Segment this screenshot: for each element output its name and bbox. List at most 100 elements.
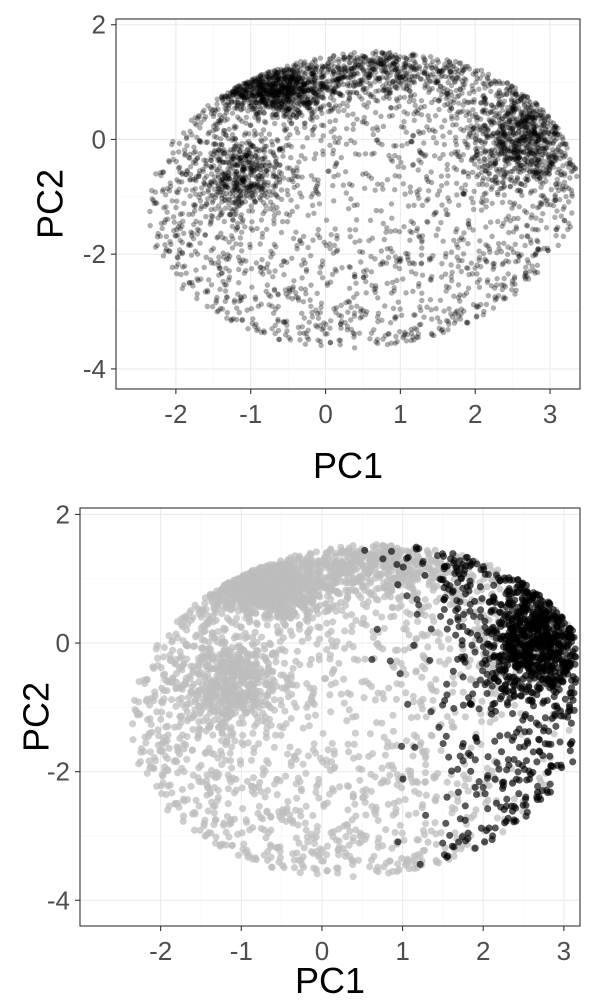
data-point xyxy=(476,86,482,92)
data-point xyxy=(374,98,381,104)
data-point xyxy=(299,323,306,330)
data-point xyxy=(439,72,446,79)
data-point xyxy=(328,62,335,68)
data-point xyxy=(440,133,446,139)
data-point xyxy=(252,105,258,111)
data-point xyxy=(233,141,240,148)
data-point xyxy=(222,184,229,190)
data-point xyxy=(500,240,507,247)
data-point xyxy=(445,195,451,201)
data-point xyxy=(396,103,402,110)
data-point xyxy=(552,197,559,203)
data-point xyxy=(229,110,236,116)
data-point xyxy=(546,154,553,161)
data-point xyxy=(270,91,276,98)
data-point xyxy=(299,275,305,281)
data-point xyxy=(164,209,170,215)
data-point xyxy=(340,182,347,188)
data-point xyxy=(257,194,263,201)
data-point xyxy=(203,213,209,220)
data-point xyxy=(189,230,196,236)
data-point xyxy=(181,147,188,153)
data-point xyxy=(229,88,236,95)
data-point xyxy=(463,319,470,326)
data-point xyxy=(242,94,249,100)
data-point xyxy=(551,197,558,204)
data-point xyxy=(506,118,513,125)
data-point xyxy=(335,69,341,76)
data-point xyxy=(552,192,559,198)
data-point xyxy=(222,288,229,294)
data-point xyxy=(374,181,381,187)
data-point xyxy=(499,128,506,134)
data-point xyxy=(502,140,509,147)
data-point xyxy=(407,237,413,243)
data-point xyxy=(387,49,393,56)
data-point xyxy=(171,219,177,225)
data-point xyxy=(294,79,301,85)
data-point xyxy=(384,280,391,287)
data-point xyxy=(239,177,246,184)
data-point xyxy=(461,292,467,299)
data-point xyxy=(336,337,342,344)
data-point xyxy=(263,202,269,209)
data-point xyxy=(436,70,442,76)
data-point xyxy=(453,166,460,173)
data-point xyxy=(411,202,417,209)
data-point xyxy=(286,334,292,341)
data-point xyxy=(367,335,373,342)
data-point xyxy=(436,106,442,113)
data-point xyxy=(483,133,490,139)
data-point xyxy=(147,208,153,215)
data-point xyxy=(277,91,284,98)
data-point xyxy=(234,220,241,227)
data-point xyxy=(487,160,494,166)
data-point xyxy=(419,202,426,209)
data-point xyxy=(515,105,522,111)
data-point xyxy=(244,82,250,89)
data-point xyxy=(489,133,496,139)
data-point xyxy=(371,150,377,156)
data-point xyxy=(194,290,200,297)
data-point xyxy=(393,333,399,340)
data-point xyxy=(387,72,394,79)
data-point xyxy=(197,137,203,144)
data-point xyxy=(531,129,538,136)
data-point xyxy=(444,166,451,173)
data-point xyxy=(236,309,243,316)
data-point xyxy=(401,54,408,61)
data-point xyxy=(267,205,273,212)
data-point xyxy=(278,262,285,269)
data-point xyxy=(233,179,240,185)
data-point xyxy=(428,316,435,322)
data-point xyxy=(534,102,540,109)
data-point xyxy=(476,284,483,291)
data-point xyxy=(327,118,333,125)
data-point xyxy=(231,211,237,218)
data-point xyxy=(437,319,443,325)
data-point xyxy=(516,180,523,187)
data-point xyxy=(347,137,354,144)
data-point xyxy=(270,173,276,180)
data-point xyxy=(372,109,379,116)
data-point xyxy=(238,89,245,96)
data-point xyxy=(421,769,430,777)
data-point xyxy=(308,303,314,310)
data-point xyxy=(347,317,354,323)
data-point xyxy=(421,314,427,320)
data-point xyxy=(331,126,338,132)
data-point xyxy=(518,233,525,240)
data-point xyxy=(447,98,454,105)
data-point xyxy=(370,58,377,64)
data-point xyxy=(271,120,278,127)
data-point xyxy=(516,203,523,210)
data-point xyxy=(387,245,394,252)
data-point xyxy=(389,158,396,164)
data-point xyxy=(279,218,286,225)
data-point xyxy=(401,64,408,71)
data-point xyxy=(574,173,580,180)
data-point xyxy=(354,54,361,61)
data-point xyxy=(438,68,445,74)
data-point xyxy=(234,187,241,193)
data-point xyxy=(425,187,432,194)
